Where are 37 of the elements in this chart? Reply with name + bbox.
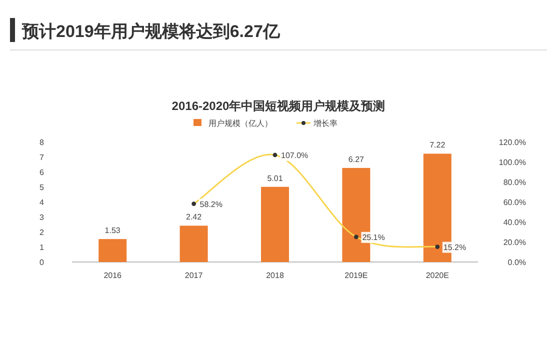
y-tick-label: 7 [40,153,45,162]
y-tick-label: 2 [40,228,45,237]
y2-tick-label: 120.0% [498,138,526,147]
y-tick-label: 6 [40,168,45,177]
chart-title: 预计2019年用户规模将达到6.27亿 [21,22,281,41]
data-label: 5.01 [267,174,284,183]
x-tick-label: 2017 [184,271,204,280]
data-label: 58.2% [200,200,222,209]
x-tick-label: 2016 [104,271,122,280]
bar [180,226,208,262]
bar [261,186,289,262]
y-tick-label: 8 [40,138,45,147]
y2-tick-label: 80.0% [503,178,526,187]
data-label: 107.0% [281,151,308,160]
y-tick-label: 5 [40,183,45,192]
data-label: 2.42 [186,212,202,222]
y-tick-label: 4 [40,198,45,207]
y-tick-label: 0 [40,258,45,267]
x-tick-label: 2018 [266,271,284,280]
data-label: 1.53 [104,226,121,236]
y-tick-label: 3 [40,213,45,222]
y2-tick-label: 0.0% [508,258,526,267]
y2-tick-label: 100.0% [498,158,526,167]
legend-label: 用户规模（亿人） [208,119,272,128]
data-label: 6.27 [348,154,365,164]
x-tick-label: 2020E [426,271,449,280]
x-tick-label: 2019E [344,271,368,280]
data-label: 7.22 [430,140,446,150]
y-tick-label: 1 [40,243,45,252]
y2-tick-label: 60.0% [503,198,526,207]
data-label: 25.1% [362,232,385,242]
y2-tick-label: 20.0% [503,238,526,247]
chart-subtitle: 2016-2020年中国短视频用户规模及预测 [172,99,386,113]
legend-label: 增长率 [312,119,338,128]
bar [98,239,127,262]
y2-tick-label: 40.0% [503,218,526,227]
data-label: 15.2% [443,242,466,252]
